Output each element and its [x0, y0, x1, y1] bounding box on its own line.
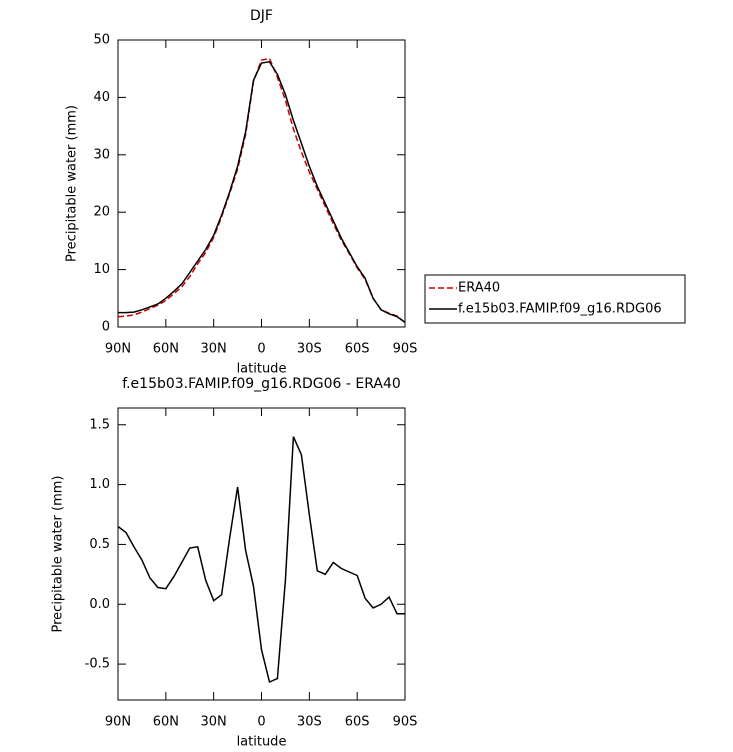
x-tick-label: 60S	[345, 715, 370, 730]
x-tick-label: 60S	[345, 342, 370, 357]
plot-frame	[117, 407, 406, 701]
x-tick-label: 60N	[153, 342, 179, 357]
x-tick-label: 0	[257, 715, 265, 730]
x-axis-label: latitude	[237, 735, 287, 750]
chart-title: DJF	[250, 8, 273, 24]
x-tick-label: 0	[257, 342, 265, 357]
x-axis-label: latitude	[237, 362, 287, 377]
x-tick-label: 30N	[201, 715, 227, 730]
y-tick-label: 30	[93, 147, 110, 162]
y-axis-label: Precipitable water (mm)	[65, 105, 80, 262]
x-tick-label: 90S	[393, 715, 418, 730]
y-tick-label: 0.0	[89, 597, 110, 612]
legend-box	[424, 274, 686, 324]
x-tick-label: 90N	[105, 342, 131, 357]
data-line	[117, 57, 406, 323]
x-tick-label: 60N	[153, 715, 179, 730]
data-line	[117, 436, 405, 684]
y-tick-label: 50	[93, 33, 110, 48]
y-axis-label: Precipitable water (mm)	[51, 476, 66, 633]
x-tick-label: 90N	[105, 715, 131, 730]
legend-label: f.e15b03.FAMIP.f09_g16.RDG06	[458, 302, 662, 317]
x-tick-label: 30S	[297, 715, 322, 730]
y-tick-label: 10	[93, 262, 110, 277]
y-tick-label: 40	[93, 90, 110, 105]
x-tick-label: 30S	[297, 342, 322, 357]
y-tick-label: 0	[102, 320, 110, 335]
chart-title: f.e15b03.FAMIP.f09_g16.RDG06 - ERA40	[122, 376, 401, 392]
x-tick-label: 30N	[201, 342, 227, 357]
plot-frame	[117, 39, 406, 328]
y-tick-label: 0.5	[89, 537, 110, 552]
x-tick-label: 90S	[393, 342, 418, 357]
y-tick-label: 1.5	[89, 417, 110, 432]
y-tick-label: -0.5	[85, 657, 110, 672]
y-tick-label: 1.0	[89, 477, 110, 492]
data-line	[118, 60, 406, 324]
y-tick-label: 20	[93, 205, 110, 220]
legend-label: ERA40	[458, 281, 500, 296]
